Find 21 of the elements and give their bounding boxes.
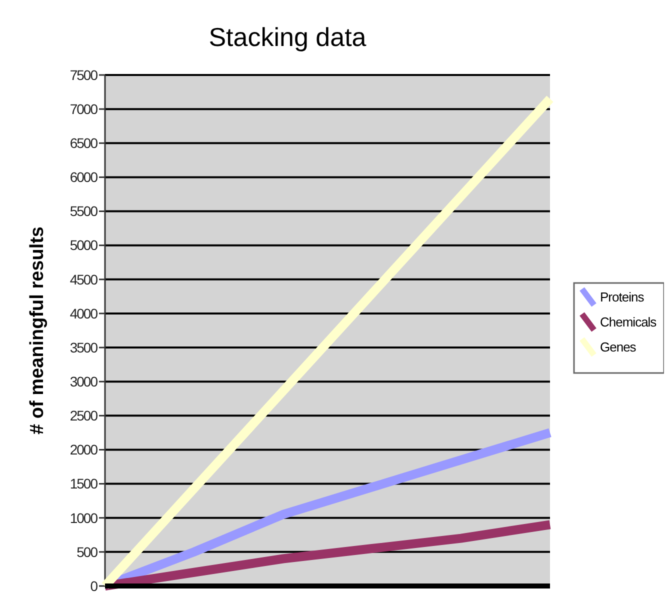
y-tick-label: 0 — [90, 578, 98, 594]
y-axis-title: # of meaningful results — [27, 226, 48, 434]
y-tick-label: 2000 — [70, 442, 98, 458]
y-tick-label: 6000 — [70, 169, 98, 186]
legend-label: Chemicals — [600, 314, 658, 330]
y-tick-label: 7000 — [70, 100, 98, 117]
y-tick-label: 2500 — [70, 408, 98, 424]
y-tick-label: 1000 — [70, 510, 98, 526]
chart-title: Stacking data — [208, 22, 367, 52]
y-tick-label: 7500 — [70, 66, 98, 83]
y-tick-label: 6500 — [70, 135, 98, 152]
legend-label: Genes — [600, 340, 637, 355]
y-tick-label: 1500 — [70, 476, 98, 492]
y-tick-label: 3000 — [70, 374, 98, 390]
y-tick-label: 4500 — [70, 271, 98, 288]
y-tick-label: 5000 — [70, 237, 98, 254]
y-tick-label: 4000 — [70, 305, 98, 322]
y-tick-label: 3500 — [70, 339, 98, 356]
y-tick-label: 5500 — [70, 203, 98, 220]
legend-label: Proteins — [600, 290, 645, 305]
y-tick-label: 500 — [76, 544, 98, 560]
